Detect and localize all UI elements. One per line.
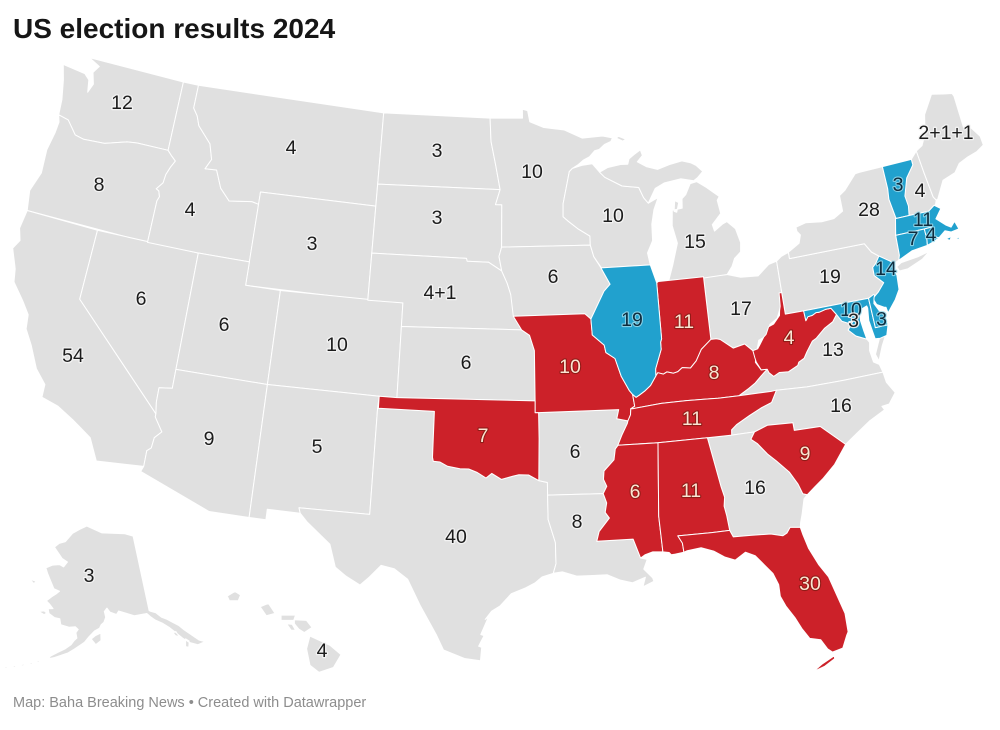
svg-text:10: 10 — [840, 299, 862, 321]
svg-text:9: 9 — [800, 443, 811, 465]
svg-text:3: 3 — [432, 207, 443, 229]
svg-text:6: 6 — [548, 266, 559, 288]
svg-text:11: 11 — [674, 311, 694, 333]
svg-text:11: 11 — [681, 480, 701, 502]
svg-text:6: 6 — [570, 441, 581, 463]
svg-text:9: 9 — [204, 428, 215, 450]
svg-text:3: 3 — [848, 310, 859, 332]
svg-text:6: 6 — [219, 314, 230, 336]
svg-text:30: 30 — [799, 573, 821, 595]
svg-text:40: 40 — [445, 526, 467, 548]
svg-text:28: 28 — [858, 199, 880, 221]
svg-text:4: 4 — [286, 137, 297, 159]
svg-text:6: 6 — [630, 481, 641, 503]
svg-text:6: 6 — [136, 288, 147, 310]
svg-text:14: 14 — [875, 258, 897, 280]
svg-text:54: 54 — [62, 345, 84, 367]
svg-text:3: 3 — [876, 309, 887, 331]
svg-text:3: 3 — [432, 140, 443, 162]
svg-text:17: 17 — [730, 298, 752, 320]
svg-text:7: 7 — [908, 228, 919, 250]
svg-text:7: 7 — [478, 425, 489, 447]
svg-text:2+1+1: 2+1+1 — [918, 122, 973, 144]
svg-text:15: 15 — [684, 231, 706, 253]
svg-text:19: 19 — [819, 266, 841, 288]
svg-text:4: 4 — [317, 640, 328, 662]
svg-text:6: 6 — [461, 352, 472, 374]
svg-text:8: 8 — [572, 511, 583, 533]
svg-text:8: 8 — [94, 174, 105, 196]
svg-text:12: 12 — [111, 92, 133, 114]
svg-text:11: 11 — [682, 408, 702, 430]
svg-text:4+1: 4+1 — [423, 282, 456, 304]
svg-text:4: 4 — [915, 180, 926, 202]
svg-text:19: 19 — [621, 309, 643, 331]
svg-text:3: 3 — [84, 565, 95, 587]
svg-text:5: 5 — [312, 436, 323, 458]
svg-text:11: 11 — [913, 209, 933, 231]
svg-text:3: 3 — [893, 174, 904, 196]
svg-text:4: 4 — [784, 327, 795, 349]
svg-text:4: 4 — [926, 224, 937, 246]
svg-text:3: 3 — [307, 233, 318, 255]
svg-text:13: 13 — [822, 339, 844, 361]
svg-text:16: 16 — [744, 477, 766, 499]
svg-text:10: 10 — [602, 205, 624, 227]
svg-text:10: 10 — [326, 334, 348, 356]
svg-text:8: 8 — [709, 362, 720, 384]
svg-text:4: 4 — [185, 199, 196, 221]
svg-text:10: 10 — [521, 161, 543, 183]
svg-text:10: 10 — [559, 356, 581, 378]
svg-text:16: 16 — [830, 395, 852, 417]
